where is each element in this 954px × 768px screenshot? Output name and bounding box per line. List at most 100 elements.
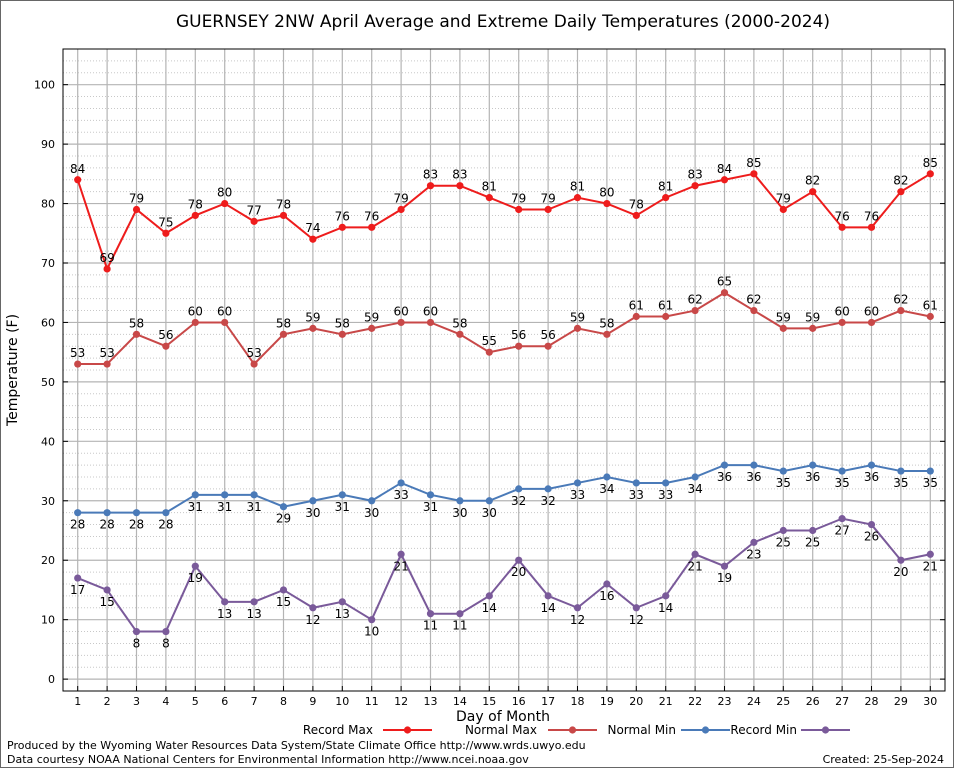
data-point: [279, 586, 288, 594]
data-label: 62: [746, 293, 761, 307]
data-point: [368, 223, 376, 231]
data-point: [632, 312, 640, 321]
data-point: [456, 330, 464, 338]
data-point: [897, 306, 905, 315]
data-label: 79: [393, 192, 408, 206]
data-point: [691, 473, 699, 481]
data-label: 61: [658, 299, 673, 313]
x-tick-label: 6: [221, 695, 228, 708]
data-label: 83: [423, 168, 438, 182]
data-point: [74, 360, 82, 368]
series-record-min: 17 15 8 8 19 13 13 15 12 13 10 21 11 11 14 20 14 12 16 12 14…: [70, 515, 938, 651]
data-label: 60: [393, 304, 408, 318]
x-tick-label: 20: [629, 695, 643, 708]
data-point: [720, 461, 729, 469]
data-label: 15: [99, 595, 114, 609]
data-label: 31: [246, 500, 261, 514]
data-point: [838, 467, 846, 475]
data-point: [544, 342, 552, 350]
data-label: 79: [129, 192, 144, 206]
legend: Record Max Normal Max Normal Min Record Min: [303, 723, 850, 737]
data-point: [485, 194, 493, 202]
data-point: [162, 509, 170, 517]
data-label: 60: [217, 304, 232, 318]
data-label: 16: [599, 589, 614, 603]
data-point: [397, 318, 405, 327]
data-point: [573, 324, 582, 332]
data-point: [779, 467, 787, 475]
data-point: [632, 479, 640, 487]
x-tick-label: 14: [453, 695, 467, 708]
y-tick-label: 90: [41, 138, 55, 151]
data-point: [926, 170, 934, 178]
data-label: 60: [423, 304, 438, 318]
y-tick-label: 40: [41, 435, 55, 448]
data-label: 27: [834, 524, 849, 538]
data-label: 33: [629, 488, 644, 502]
footer-data-courtesy: Data courtesy NOAA National Centers for …: [7, 753, 529, 766]
data-label: 12: [570, 613, 585, 627]
legend-label: Normal Min: [607, 723, 676, 737]
data-label: 13: [217, 607, 232, 621]
data-label: 59: [776, 310, 791, 324]
data-point: [485, 497, 493, 505]
data-point: [132, 627, 141, 636]
data-label: 58: [129, 316, 144, 330]
data-point: [279, 330, 288, 338]
data-label: 34: [599, 482, 614, 496]
data-point: [544, 485, 552, 493]
x-tick-label: 8: [280, 695, 287, 708]
data-label: 30: [482, 506, 497, 520]
data-label: 36: [864, 470, 879, 484]
data-label: 12: [629, 613, 644, 627]
data-point: [809, 461, 817, 469]
data-label: 33: [570, 488, 585, 502]
data-point: [662, 312, 670, 321]
data-point: [897, 467, 905, 475]
y-tick-label: 10: [41, 614, 55, 627]
footer-created-date: Created: 25-Sep-2024: [823, 753, 944, 766]
data-point: [926, 467, 934, 475]
x-tick-label: 11: [365, 695, 379, 708]
data-point: [338, 491, 346, 499]
data-label: 59: [805, 310, 820, 324]
data-label: 84: [70, 162, 85, 176]
x-tick-label: 15: [482, 695, 496, 708]
x-tick-label: 16: [512, 695, 526, 708]
data-label: 34: [687, 482, 702, 496]
data-point: [368, 324, 376, 332]
data-point: [132, 330, 141, 338]
data-point: [426, 182, 435, 190]
data-point: [338, 223, 346, 231]
data-point: [867, 223, 876, 231]
data-label: 58: [276, 316, 291, 330]
series-line: [76, 172, 931, 272]
data-label: 60: [864, 304, 879, 318]
data-label: 79: [540, 192, 555, 206]
data-label: 74: [305, 221, 320, 235]
data-label: 26: [864, 530, 879, 544]
data-point: [750, 461, 758, 469]
legend-item: Normal Max: [465, 723, 597, 737]
data-point: [368, 616, 376, 624]
data-point: [162, 229, 170, 237]
data-point: [191, 491, 199, 499]
data-label: 29: [276, 512, 291, 526]
data-point: [309, 235, 317, 243]
data-label: 53: [99, 346, 114, 360]
data-point: [456, 182, 464, 190]
data-point: [544, 592, 552, 600]
data-label: 79: [776, 192, 791, 206]
data-point: [309, 497, 317, 505]
x-tick-label: 30: [923, 695, 937, 708]
chart-title: GUERNSEY 2NW April Average and Extreme D…: [176, 12, 830, 32]
data-point: [573, 194, 582, 202]
data-label: 76: [864, 209, 879, 223]
data-label: 81: [482, 180, 497, 194]
data-label: 8: [133, 637, 141, 651]
data-point: [279, 211, 288, 220]
y-tick-label: 50: [41, 376, 55, 389]
data-label: 58: [452, 316, 467, 330]
x-tick-label: 23: [718, 695, 732, 708]
data-label: 21: [393, 559, 408, 573]
